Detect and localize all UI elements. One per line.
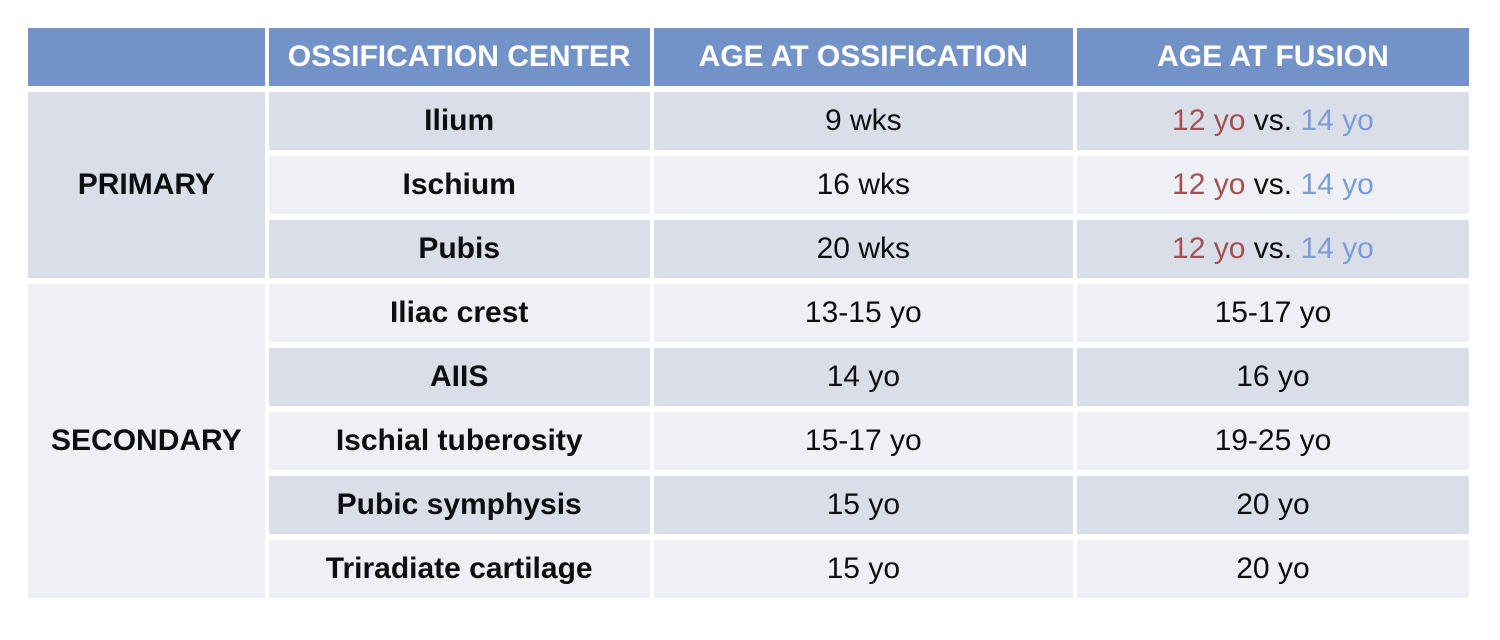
fusion-vs-text: vs. <box>1253 104 1293 137</box>
fusion-value-blue: 14 yo <box>1300 232 1374 265</box>
age-fusion-cell: 12 yo vs. 14 yo <box>1076 156 1469 214</box>
section-label-secondary: SECONDARY <box>28 284 265 598</box>
age-ossification-cell: 20 wks <box>653 220 1073 278</box>
center-cell: Pubic symphysis <box>268 476 650 534</box>
header-age-at-ossification: AGE AT OSSIFICATION <box>653 28 1073 86</box>
age-ossification-cell: 15 yo <box>653 540 1073 598</box>
header-empty <box>28 28 265 86</box>
age-fusion-cell: 20 yo <box>1076 540 1469 598</box>
table-row-iliac-crest: SECONDARY Iliac crest 13-15 yo 15-17 yo <box>28 284 1469 598</box>
age-fusion-cell: 19-25 yo <box>1076 412 1469 470</box>
age-ossification-cell: 15 yo <box>653 476 1073 534</box>
ossification-table-container: OSSIFICATION CENTER AGE AT OSSIFICATION … <box>24 22 1473 604</box>
age-ossification-cell: 16 wks <box>653 156 1073 214</box>
table-row-ilium: PRIMARY Ilium 9 wks 12 yo vs. 14 yo <box>28 92 1469 278</box>
center-cell: Iliac crest <box>268 284 650 342</box>
age-fusion-cell: 12 yo vs. 14 yo <box>1076 92 1469 150</box>
fusion-value-blue: 14 yo <box>1300 104 1374 137</box>
table-row-triradiate-cartilage: Triradiate cartilage 15 yo 20 yo <box>28 540 1469 598</box>
age-fusion-cell: 16 yo <box>1076 348 1469 406</box>
fusion-value-red: 12 yo <box>1172 232 1246 265</box>
center-cell: Ischium <box>268 156 650 214</box>
fusion-value-red: 12 yo <box>1172 168 1246 201</box>
table-row-pubis: Pubis 20 wks 12 yo vs. 14 yo <box>28 220 1469 278</box>
age-ossification-cell: 14 yo <box>653 348 1073 406</box>
age-ossification-cell: 15-17 yo <box>653 412 1073 470</box>
header-age-at-fusion: AGE AT FUSION <box>1076 28 1469 86</box>
age-fusion-cell: 15-17 yo <box>1076 284 1469 342</box>
ossification-table: OSSIFICATION CENTER AGE AT OSSIFICATION … <box>24 22 1473 604</box>
header-ossification-center: OSSIFICATION CENTER <box>268 28 650 86</box>
center-cell: Ischial tuberosity <box>268 412 650 470</box>
age-fusion-cell: 20 yo <box>1076 476 1469 534</box>
center-cell: AIIS <box>268 348 650 406</box>
fusion-value-blue: 14 yo <box>1300 168 1374 201</box>
age-fusion-cell: 12 yo vs. 14 yo <box>1076 220 1469 278</box>
header-row: OSSIFICATION CENTER AGE AT OSSIFICATION … <box>28 28 1469 86</box>
center-cell: Pubis <box>268 220 650 278</box>
fusion-value-red: 12 yo <box>1172 104 1246 137</box>
age-ossification-cell: 13-15 yo <box>653 284 1073 342</box>
table-row-ischial-tuberosity: Ischial tuberosity 15-17 yo 19-25 yo <box>28 412 1469 470</box>
center-cell: Triradiate cartilage <box>268 540 650 598</box>
table-row-pubic-symphysis: Pubic symphysis 15 yo 20 yo <box>28 476 1469 534</box>
table-row-aiis: AIIS 14 yo 16 yo <box>28 348 1469 406</box>
table-row-ischium: Ischium 16 wks 12 yo vs. 14 yo <box>28 156 1469 214</box>
section-label-primary: PRIMARY <box>28 92 265 278</box>
center-cell: Ilium <box>268 92 650 150</box>
fusion-vs-text: vs. <box>1253 168 1293 201</box>
fusion-vs-text: vs. <box>1253 232 1293 265</box>
age-ossification-cell: 9 wks <box>653 92 1073 150</box>
